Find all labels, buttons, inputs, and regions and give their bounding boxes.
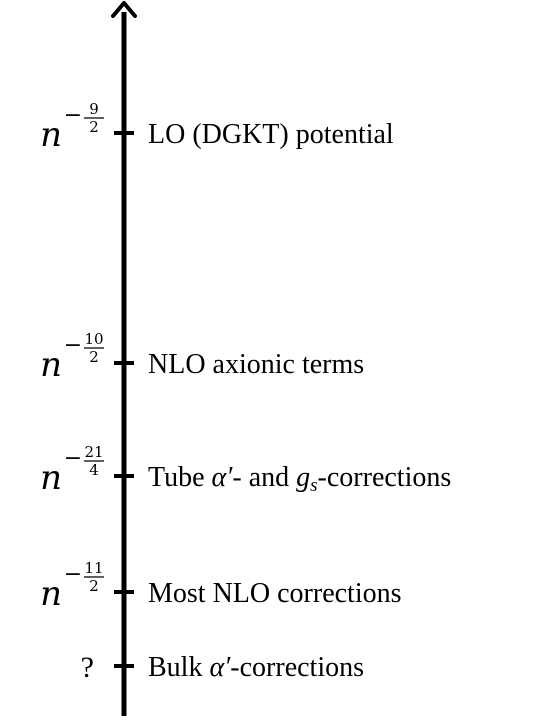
label-text: - and — [232, 462, 296, 493]
entry-label: Tube α′- and gs-corrections — [148, 462, 451, 496]
order-base: n — [40, 345, 62, 385]
label-text: Bulk — [148, 652, 209, 683]
order-denominator: 2 — [89, 118, 99, 136]
entry-bulk: ? Bulk α′-corrections — [81, 651, 364, 684]
entry-lo: n −92 LO (DGKT) potential — [40, 100, 394, 155]
label-text: LO (DGKT) potential — [148, 119, 394, 150]
order-sign: − — [64, 562, 82, 587]
math-symbol: g — [296, 462, 310, 493]
order-denominator: 2 — [89, 577, 99, 595]
order-denominator: 2 — [89, 348, 99, 366]
entry-nlo-axionic: n −102 NLO axionic terms — [40, 330, 364, 385]
label-text: Tube — [148, 462, 212, 493]
math-symbol: α′ — [212, 462, 234, 493]
order-base: n — [40, 458, 62, 498]
axis-arrowhead-icon — [111, 1, 137, 18]
order-unknown: ? — [81, 651, 94, 684]
order-sign: − — [64, 333, 82, 358]
order-numerator: 9 — [89, 100, 99, 118]
entry-most-nlo: n −112 Most NLO corrections — [40, 559, 401, 614]
order-numerator: 21 — [84, 443, 103, 461]
order-base: n — [40, 574, 62, 614]
order-numerator: 10 — [84, 330, 103, 348]
label-text: NLO axionic terms — [148, 349, 364, 380]
order-sign: − — [64, 446, 82, 471]
order-denominator: 4 — [89, 461, 99, 479]
label-text: -corrections — [230, 652, 364, 683]
order-base: n — [40, 115, 62, 155]
label-text: Most NLO corrections — [148, 578, 402, 609]
entry-label: LO (DGKT) potential — [148, 119, 394, 150]
entry-label: Most NLO corrections — [148, 578, 402, 609]
math-symbol: α′ — [209, 652, 231, 683]
entry-label: Bulk α′-corrections — [148, 652, 364, 683]
label-text: -corrections — [318, 462, 452, 493]
math-subscript: s — [310, 475, 317, 496]
entry-label: NLO axionic terms — [148, 349, 364, 380]
order-numerator: 11 — [84, 559, 103, 577]
order-sign: − — [64, 103, 82, 128]
entry-tube: n −214 Tube α′- and gs-corrections — [40, 443, 451, 498]
